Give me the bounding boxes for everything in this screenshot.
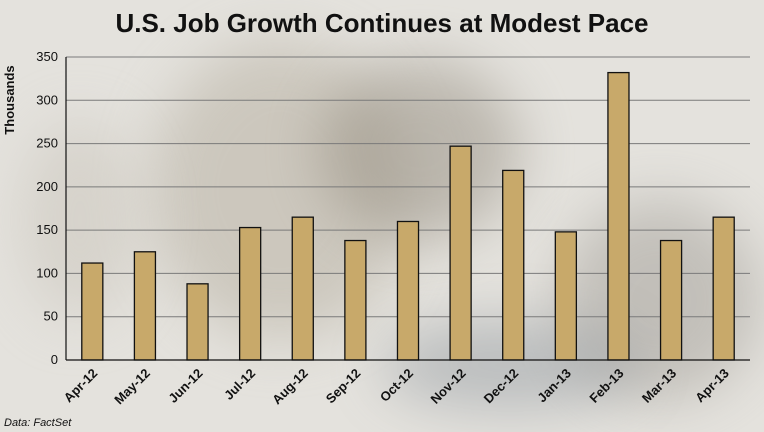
chart-title: U.S. Job Growth Continues at Modest Pace [115,8,648,38]
y-tick-label: 300 [36,92,58,107]
x-tick-label: Apr-13 [692,366,732,406]
axes [65,57,750,361]
x-tick-label: Aug-12 [269,366,311,408]
bar [659,239,683,361]
background-photo-4 [20,120,140,320]
background-photo-2 [320,60,520,240]
x-tick-label: Jul-12 [221,366,258,403]
x-tick-label: May-12 [111,366,153,408]
bar [607,71,630,361]
x-tick-label: Feb-13 [586,366,626,406]
y-tick-labels: 0 50 100 150 200 250 300 350 [36,49,58,367]
bar [291,216,314,361]
y-tick-label: 350 [36,49,58,64]
bar [502,169,525,361]
bar [238,226,262,361]
bar [133,251,157,361]
bar [186,283,209,361]
y-tick-label: 150 [36,222,58,237]
bar [554,231,578,361]
x-tick-label: Jun-12 [165,366,205,406]
x-tick-label: Sep-12 [323,366,364,407]
bars [81,71,735,361]
x-tick-label: Mar-13 [639,366,679,406]
y-tick-label: 100 [36,265,58,280]
x-tick-label: Nov-12 [427,366,468,407]
y-tick-label: 50 [44,309,58,324]
x-tick-label: Jan-13 [534,366,574,406]
source-note: Data: FactSet [4,417,72,429]
x-tick-label: Oct-12 [377,366,416,405]
bar [396,220,420,361]
y-axis-label: Thousands [2,65,17,134]
y-tick-label: 0 [51,352,58,367]
x-tick-labels: Apr-12 May-12 Jun-12 Jul-12 Aug-12 Sep-12 Oct-… [61,366,732,408]
bar [81,262,104,361]
x-tick-label: Dec-12 [481,366,522,407]
bar [344,239,367,361]
y-tick-label: 200 [36,179,58,194]
bar [449,145,472,361]
bar [712,216,735,361]
y-tick-label: 250 [36,136,58,151]
x-tick-label: Apr-12 [61,366,101,406]
